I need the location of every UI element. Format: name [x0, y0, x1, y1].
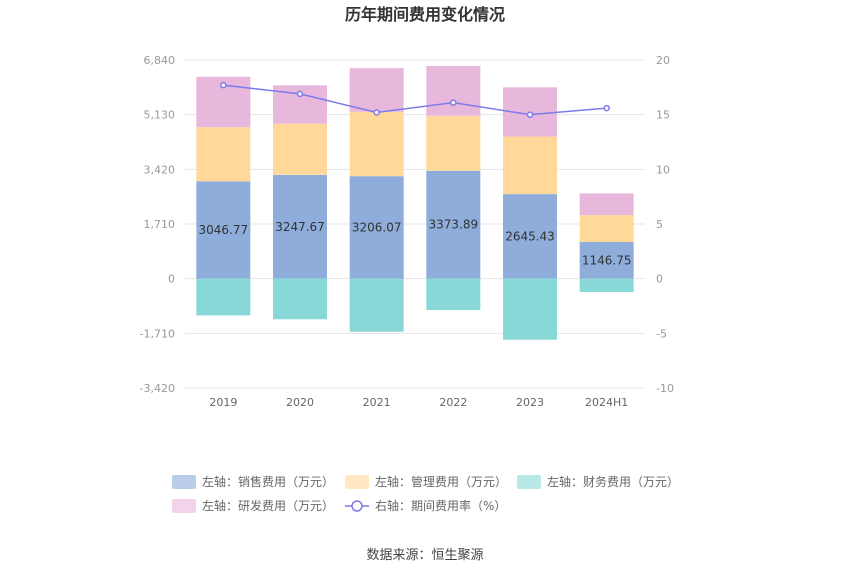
right-tick-label: -5 [656, 327, 667, 340]
bar-segment [273, 174, 327, 279]
category-labels: 2019 2020 2021 2022 2023 2024H1 [209, 396, 628, 409]
rate-line [223, 84, 607, 116]
rate-line-group [220, 81, 610, 118]
legend-swatch-icon [517, 475, 541, 489]
category-label: 2023 [516, 396, 544, 409]
bar-segment [579, 242, 634, 279]
bar-segment [349, 68, 404, 112]
rate-point [373, 109, 380, 116]
data-label: 3373.89 [429, 218, 479, 232]
gridlines [185, 59, 645, 389]
bar-segment [196, 127, 251, 182]
right-axis-ticks: 20 15 10 5 0 -5 -10 [656, 54, 674, 395]
source-text: 数据来源：恒生聚源 [366, 548, 483, 563]
right-tick-label: 5 [656, 218, 663, 231]
legend-marker-icon [351, 500, 363, 512]
data-label: 3046.77 [199, 223, 249, 237]
data-labels-group: 3046.77 3247.67 3206.07 3373.89 2645.43 1146.… [199, 218, 632, 268]
category-label: 2024H1 [585, 396, 628, 409]
bar-segment [503, 194, 557, 279]
left-tick-label: 0 [168, 273, 175, 286]
data-label: 3206.07 [352, 220, 402, 234]
bar-segment [503, 136, 557, 195]
bars-group [196, 65, 634, 340]
bar-segment [503, 278, 557, 340]
legend-label: 左轴：研发费用（万元） [202, 498, 334, 513]
data-label: 3247.67 [275, 220, 325, 234]
bar-segment [579, 278, 634, 293]
bar-segment [426, 65, 481, 116]
left-tick-label: 3,420 [144, 163, 176, 176]
left-tick-label: -1,710 [140, 327, 175, 340]
data-label: 1146.75 [582, 253, 632, 267]
bar-segment [426, 115, 481, 171]
legend: 左轴：销售费用（万元） 左轴：管理费用（万元） 左轴：财务费用（万元） 左轴：研发费用… [172, 474, 679, 513]
right-tick-label: -10 [656, 382, 674, 395]
legend-label: 左轴：管理费用（万元） [375, 474, 507, 489]
legend-label: 左轴：财务费用（万元） [547, 474, 679, 489]
rate-point [220, 81, 227, 89]
data-label: 2645.43 [505, 229, 555, 243]
bar-segment [349, 176, 404, 279]
right-tick-label: 0 [656, 273, 663, 286]
rate-point [603, 104, 610, 112]
rate-point [450, 99, 457, 106]
bar-segment [349, 111, 404, 177]
left-tick-label: 6,840 [144, 54, 176, 67]
right-tick-label: 15 [656, 109, 670, 122]
left-tick-label: -3,420 [140, 382, 175, 395]
category-label: 2019 [209, 396, 237, 409]
legend-swatch-icon [345, 475, 369, 489]
legend-label: 左轴：销售费用（万元） [202, 474, 334, 489]
bar-segment [579, 193, 634, 216]
left-axis-ticks: 6,840 5,130 3,420 1,710 0 -1,710 -3,420 [140, 54, 175, 395]
bar-segment [426, 278, 481, 310]
chart-title: 历年期间费用变化情况 [345, 5, 505, 24]
left-tick-label: 1,710 [144, 218, 176, 231]
right-tick-label: 20 [656, 54, 670, 67]
bar-segment [273, 123, 327, 175]
legend-swatch-icon [172, 475, 196, 489]
legend-swatch-icon [172, 499, 196, 513]
bar-segment [196, 278, 251, 316]
bar-segment [349, 278, 404, 332]
category-label: 2022 [439, 396, 467, 409]
bar-segment [196, 181, 251, 279]
bar-segment [426, 170, 481, 279]
category-label: 2020 [286, 396, 314, 409]
left-tick-label: 5,130 [144, 109, 176, 122]
right-tick-label: 10 [656, 163, 670, 176]
legend-label: 右轴：期间费用率（%） [375, 498, 506, 513]
rate-point [296, 90, 304, 98]
bar-segment [273, 278, 327, 320]
category-label: 2021 [363, 396, 391, 409]
rate-point [526, 111, 534, 118]
bar-segment [579, 215, 634, 243]
